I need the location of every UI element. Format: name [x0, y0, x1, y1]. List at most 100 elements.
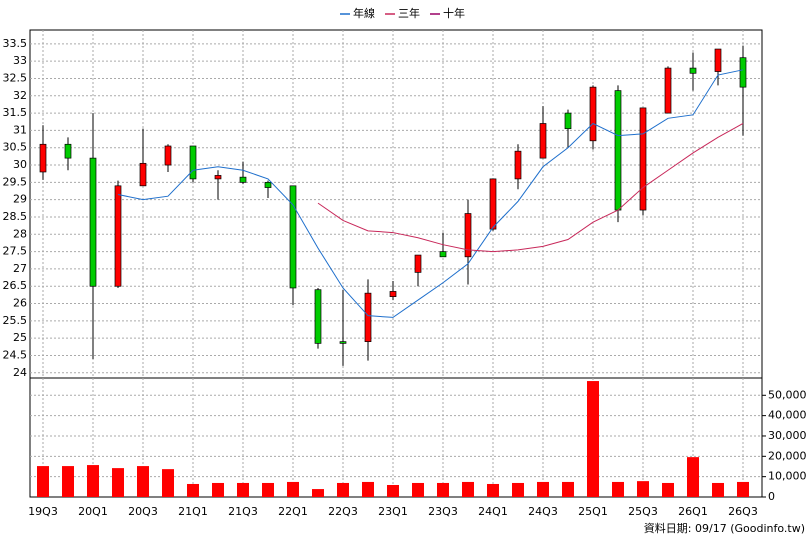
y-tick-label: 33	[13, 54, 27, 67]
x-tick-label: 20Q1	[78, 505, 108, 518]
candle-body	[264, 182, 272, 188]
legend-label: 十年	[443, 6, 465, 20]
volume-bar	[437, 482, 449, 497]
y-tick-label: 29	[13, 193, 27, 206]
x-tick-label: 24Q3	[528, 505, 558, 518]
x-tick-label: 21Q3	[228, 505, 258, 518]
x-tick-label: 22Q3	[328, 505, 358, 518]
candle-body	[564, 112, 572, 130]
volume-bar	[637, 481, 649, 497]
y-tick-label: 27	[13, 262, 27, 275]
candle-body	[89, 157, 97, 287]
y-tick-label: 24	[13, 366, 27, 379]
legend-label: 年線	[353, 6, 375, 20]
plot-frame	[29, 29, 763, 498]
candle-body	[489, 178, 497, 230]
candle-body	[539, 123, 547, 159]
volume-bar	[462, 481, 474, 497]
candle-body	[339, 341, 347, 344]
volume-bar	[37, 466, 49, 497]
volume-bar	[87, 465, 99, 497]
x-tick-label: 25Q1	[578, 505, 608, 518]
candle-body	[189, 145, 197, 180]
volume-bar	[162, 469, 174, 497]
y-tick-label: 26	[13, 297, 27, 310]
candle-body	[164, 145, 172, 166]
candle-body	[39, 143, 47, 173]
x-tick-label: 26Q3	[728, 505, 758, 518]
y-tick-label: 25.5	[3, 314, 28, 327]
y2-tick-label: 50,000	[768, 388, 807, 401]
y-tick-label: 26.5	[3, 279, 28, 292]
y-tick-label: 30	[13, 158, 27, 171]
volume-bar	[562, 481, 574, 497]
y-tick-label: 24.5	[3, 348, 28, 361]
y2-tick-label: 0	[768, 490, 775, 503]
candle-body	[314, 289, 322, 344]
volume-bar	[587, 381, 599, 497]
y-tick-label: 28	[13, 227, 27, 240]
candle-body	[614, 90, 622, 211]
x-tick-label: 23Q3	[428, 505, 458, 518]
candle-body	[464, 213, 472, 258]
volume-bar	[662, 482, 674, 497]
ma-line	[117, 69, 744, 318]
candle-body	[689, 67, 697, 74]
volume-bar	[312, 489, 324, 497]
volume-bar	[612, 481, 624, 497]
candle-body	[364, 292, 372, 342]
ma-line	[317, 123, 744, 253]
candle-body	[639, 107, 647, 211]
candle-body	[714, 48, 722, 72]
x-tick-label: 24Q1	[478, 505, 508, 518]
y-tick-label: 29.5	[3, 175, 28, 188]
candle-body	[64, 143, 72, 159]
x-tick-label: 20Q3	[128, 505, 158, 518]
candle-body	[289, 185, 297, 289]
volume-bar	[412, 482, 424, 497]
volume-bar	[362, 481, 374, 497]
volume-bar	[687, 457, 699, 497]
candle-body	[439, 251, 447, 258]
volume-bar	[537, 481, 549, 497]
x-tick-label: 26Q1	[678, 505, 708, 518]
x-tick-label: 19Q3	[28, 505, 58, 518]
volume-bar	[112, 468, 124, 497]
x-tick-label: 22Q1	[278, 505, 308, 518]
x-tick-label: 23Q1	[378, 505, 408, 518]
x-tick-label: 21Q1	[178, 505, 208, 518]
legend-label: 三年	[398, 6, 420, 20]
candle-body	[414, 254, 422, 273]
y-tick-label: 31.5	[3, 106, 28, 119]
y-tick-label: 30.5	[3, 141, 28, 154]
y-tick-label: 33.5	[3, 37, 28, 50]
y-tick-label: 28.5	[3, 210, 28, 223]
candle-body	[114, 185, 122, 287]
volume-bar	[737, 481, 749, 497]
volume-bar	[337, 482, 349, 497]
volume-bar	[62, 466, 74, 497]
candle-body	[214, 175, 222, 180]
y2-tick-label: 40,000	[768, 409, 807, 422]
volume-bar	[187, 483, 199, 497]
volume-bar	[137, 466, 149, 497]
y-tick-label: 32.5	[3, 71, 28, 84]
candle-body	[514, 150, 522, 180]
y-tick-label: 31	[13, 123, 27, 136]
y-tick-label: 27.5	[3, 245, 28, 258]
candle-body	[664, 67, 672, 114]
y-tick-label: 25	[13, 331, 27, 344]
candle-body	[739, 57, 747, 88]
volume-bar	[262, 482, 274, 497]
volume-bar	[387, 484, 399, 497]
footer-note: 資料日期: 09/17 (Goodinfo.tw)	[644, 521, 805, 535]
candle-body	[589, 86, 597, 142]
candle-body	[139, 162, 147, 187]
y-tick-label: 32	[13, 89, 27, 102]
y2-tick-label: 30,000	[768, 429, 807, 442]
volume-bar	[287, 481, 299, 497]
y2-tick-label: 10,000	[768, 470, 807, 483]
candle-body	[239, 176, 247, 183]
volume-bar	[237, 482, 249, 497]
candle-body	[389, 291, 397, 297]
